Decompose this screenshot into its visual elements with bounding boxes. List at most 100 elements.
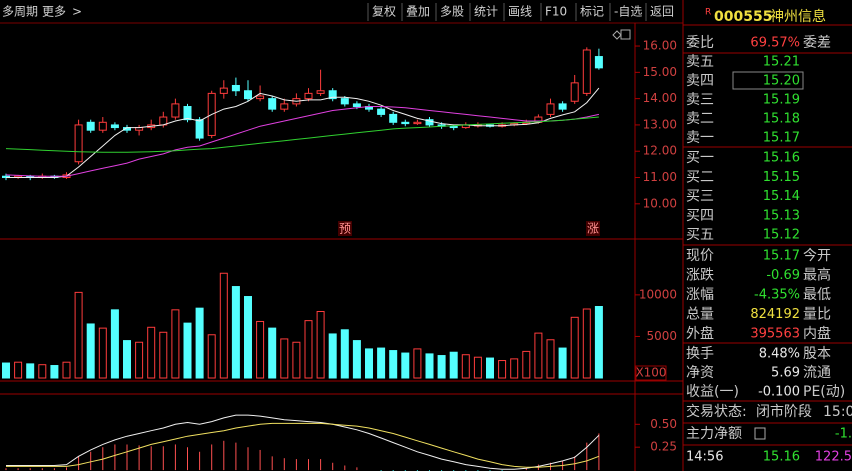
candle-body <box>401 121 410 125</box>
volume-bar <box>219 272 228 379</box>
quote-value: 15.17 <box>763 131 800 146</box>
volume-bar <box>498 360 507 379</box>
volume-unit: X100 <box>635 366 666 380</box>
tick-time: 14:56 <box>686 450 723 465</box>
candle-body <box>86 121 95 131</box>
volume-bar <box>50 365 59 379</box>
toolbar-label[interactable]: > <box>72 5 82 19</box>
volume-bar <box>244 296 252 379</box>
quote-value: 15.21 <box>763 55 800 70</box>
toolbar-button[interactable]: -自选 <box>614 5 642 19</box>
quote-label: 现价 <box>686 248 714 264</box>
volume-bar <box>74 291 83 379</box>
volume-bar <box>425 353 434 379</box>
toolbar-button[interactable]: 多股 <box>440 5 464 19</box>
quote-value: 15.13 <box>763 208 800 223</box>
volume-bar <box>195 307 204 379</box>
candle-body <box>244 90 252 100</box>
quote-label: 流通 <box>803 365 831 381</box>
toolbar-label[interactable]: 多周期 <box>2 5 38 19</box>
toolbar-button[interactable]: 叠加 <box>406 5 430 19</box>
volume-bar <box>437 355 446 379</box>
candle-body <box>195 119 204 139</box>
unit-box <box>635 365 667 381</box>
quote-label: 买五 <box>686 227 714 243</box>
volume-bar <box>183 322 192 379</box>
volume-bar <box>582 308 591 379</box>
quote-label: PE(动) <box>803 384 845 400</box>
y-tick-label: 13.00 <box>643 117 677 131</box>
y-tick-label: 14.00 <box>643 91 677 105</box>
quote-value: 69.57% <box>750 36 800 51</box>
candle-body <box>74 124 83 163</box>
quote-label: 内盘 <box>803 325 831 342</box>
candle-body <box>171 103 180 118</box>
volume-bar <box>473 356 482 379</box>
quote-label: 收益(一) <box>686 384 739 400</box>
quote-value: 395563 <box>750 327 800 342</box>
toolbar-button[interactable]: 统计 <box>474 5 498 19</box>
toolbar-button[interactable]: F10 <box>545 5 567 19</box>
candle-body <box>425 119 434 126</box>
volume-bar <box>110 309 119 379</box>
candle-body <box>340 98 349 105</box>
volume-bar <box>26 363 35 379</box>
quote-label: 买二 <box>686 169 714 185</box>
candle-body <box>377 108 386 115</box>
annotation: 涨 <box>587 221 599 236</box>
volume-bar <box>62 361 71 379</box>
toolbar-button[interactable]: 返回 <box>650 5 674 19</box>
candle-body <box>582 49 591 94</box>
annotation-box <box>586 221 600 236</box>
quote-value: 15.14 <box>763 189 800 204</box>
quote-label: 最低 <box>803 287 831 303</box>
quote-label: 股本 <box>803 346 831 362</box>
volume-bar <box>231 286 240 379</box>
candle-body <box>110 124 119 129</box>
selected-price-box <box>732 71 804 90</box>
candle-body <box>328 90 337 100</box>
tick-price: 15.16 <box>763 450 800 465</box>
volume-bar <box>389 350 398 379</box>
quote-label: 卖一 <box>686 130 714 146</box>
candle-body <box>256 95 265 100</box>
macd-line <box>6 414 600 470</box>
icon-list[interactable] <box>754 427 766 440</box>
volume-bar <box>207 334 216 379</box>
status-label: 交易状态: <box>686 403 747 420</box>
candle-body <box>280 103 289 110</box>
quote-value: -0.100 <box>758 385 800 400</box>
volume-bar <box>570 316 579 379</box>
toolbar-button[interactable]: 画线 <box>508 5 532 19</box>
volume-bar <box>159 331 168 379</box>
volume-bar <box>534 332 543 379</box>
candle-body <box>304 92 313 100</box>
volume-bar <box>546 339 555 379</box>
toolbar-button[interactable]: 标记 <box>580 5 604 19</box>
quote-value: -0.69 <box>766 268 800 283</box>
candle-body <box>231 84 240 92</box>
icon-diamond[interactable] <box>612 30 622 40</box>
quote-value: 15.12 <box>763 228 800 243</box>
volume-bar <box>304 320 313 379</box>
candle-body <box>316 90 325 94</box>
quote-value: 824192 <box>750 307 800 322</box>
icon-square[interactable] <box>620 29 631 40</box>
volume-bar <box>98 327 107 379</box>
volume-bar <box>280 338 289 379</box>
status-time: 15:0 <box>823 404 852 420</box>
candle-body <box>352 103 361 108</box>
main-net-label: 主力净额 <box>686 426 742 442</box>
ma-line <box>6 87 600 178</box>
y-tick-label: 10000 <box>639 287 677 301</box>
toolbar-label[interactable]: 更多 <box>42 5 66 19</box>
y-tick-label: 0.25 <box>650 440 677 454</box>
toolbar-button[interactable]: 复权 <box>372 5 396 19</box>
annotation: 预 <box>339 222 351 236</box>
volume-bar <box>14 361 23 379</box>
candle-body <box>98 121 107 131</box>
volume-bar <box>86 323 95 379</box>
